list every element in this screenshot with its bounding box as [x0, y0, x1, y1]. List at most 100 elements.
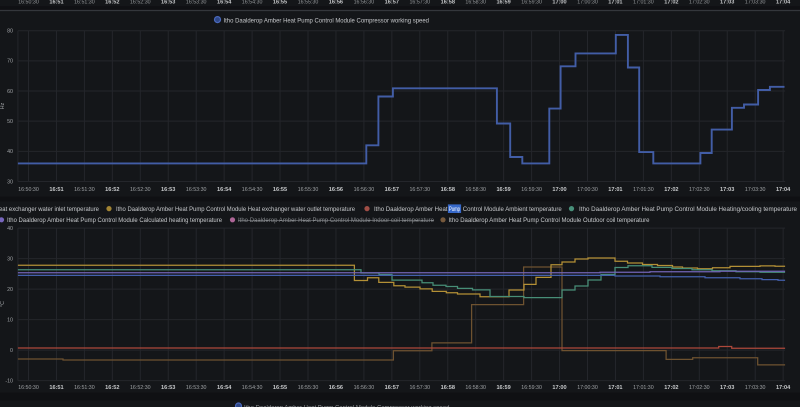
- svg-text:16:51:30: 16:51:30: [74, 385, 95, 391]
- svg-text:17:02:30: 17:02:30: [689, 385, 710, 391]
- svg-text:17:02:30: 17:02:30: [689, 0, 710, 5]
- svg-text:-10: -10: [5, 378, 13, 384]
- svg-text:16:56:30: 16:56:30: [354, 385, 375, 391]
- svg-text:Pump: Pump: [449, 207, 460, 213]
- svg-text:16:57: 16:57: [385, 187, 399, 193]
- svg-text:17:01: 17:01: [608, 385, 622, 391]
- svg-text:16:53: 16:53: [161, 385, 175, 391]
- svg-text:Itho Daalderop Amber Heat Pump: Itho Daalderop Amber Heat Pump Control M…: [116, 207, 356, 213]
- svg-text:16:53: 16:53: [161, 0, 175, 5]
- svg-text:16:55: 16:55: [273, 187, 287, 193]
- svg-text:17:02: 17:02: [664, 0, 678, 5]
- svg-text:16:52: 16:52: [105, 0, 119, 5]
- svg-text:17:04: 17:04: [776, 385, 791, 391]
- svg-text:16:54:30: 16:54:30: [242, 187, 263, 193]
- svg-text:10: 10: [7, 317, 13, 323]
- svg-text:16:53:30: 16:53:30: [186, 385, 207, 391]
- svg-text:17:04: 17:04: [776, 0, 791, 5]
- svg-text:16:58:30: 16:58:30: [465, 187, 486, 193]
- svg-text:16:52:30: 16:52:30: [130, 0, 151, 5]
- svg-text:16:52: 16:52: [105, 385, 119, 391]
- svg-text:Itho Daalderop Amber Heat Pump: Itho Daalderop Amber Heat Pump Control M…: [579, 207, 798, 213]
- svg-text:16:58: 16:58: [441, 187, 455, 193]
- svg-text:16:54: 16:54: [217, 187, 232, 193]
- svg-text:16:58:30: 16:58:30: [465, 385, 486, 391]
- svg-text:16:53:30: 16:53:30: [186, 0, 207, 5]
- svg-text:eat exchanger water inlet temp: eat exchanger water inlet temperature: [0, 207, 100, 213]
- svg-text:16:51: 16:51: [49, 187, 63, 193]
- svg-text:50: 50: [7, 119, 13, 125]
- svg-text:80: 80: [7, 29, 13, 35]
- svg-text:Itho Daalderop Amber Heat Pump: Itho Daalderop Amber Heat Pump Control M…: [449, 218, 651, 224]
- svg-text:16:56:30: 16:56:30: [354, 187, 375, 193]
- svg-text:16:59:30: 16:59:30: [521, 0, 542, 5]
- svg-text:16:54:30: 16:54:30: [242, 385, 263, 391]
- svg-text:Itho Daalderop Amber Heat Pump: Itho Daalderop Amber Heat Pump Control M…: [244, 406, 450, 407]
- svg-text:Itho Daalderop Amber Heat Pump: Itho Daalderop Amber Heat Pump Control M…: [224, 18, 430, 24]
- svg-text:16:59:30: 16:59:30: [521, 187, 542, 193]
- svg-text:16:50:30: 16:50:30: [18, 0, 39, 5]
- svg-text:16:50:30: 16:50:30: [18, 385, 39, 391]
- svg-text:16:52: 16:52: [105, 187, 119, 193]
- svg-text:17:03:30: 17:03:30: [745, 385, 766, 391]
- svg-text:40: 40: [7, 226, 13, 232]
- svg-text:40: 40: [7, 149, 13, 155]
- svg-text:17:03: 17:03: [720, 187, 734, 193]
- svg-text:16:52:30: 16:52:30: [130, 187, 151, 193]
- svg-text:17:01:30: 17:01:30: [633, 0, 654, 5]
- svg-text:17:00:30: 17:00:30: [577, 187, 598, 193]
- svg-text:16:51: 16:51: [49, 385, 63, 391]
- svg-text:17:03: 17:03: [720, 0, 734, 5]
- svg-text:60: 60: [7, 89, 13, 95]
- svg-text:16:56: 16:56: [329, 187, 343, 193]
- svg-text:16:56:30: 16:56:30: [354, 0, 375, 5]
- svg-text:Itho Daalderop Amber Heat Pump: Itho Daalderop Amber Heat Pump Control M…: [7, 218, 223, 224]
- svg-text:0: 0: [10, 348, 13, 354]
- svg-text:16:56: 16:56: [329, 0, 343, 5]
- svg-text:17:00:30: 17:00:30: [577, 385, 598, 391]
- svg-text:30: 30: [7, 256, 13, 262]
- svg-text:16:51: 16:51: [49, 0, 63, 5]
- svg-text:16:57:30: 16:57:30: [409, 187, 430, 193]
- svg-text:17:01:30: 17:01:30: [633, 385, 654, 391]
- svg-text:17:00: 17:00: [552, 187, 566, 193]
- svg-text:Itho Daalderop Amber Heat: Itho Daalderop Amber Heat: [374, 207, 448, 213]
- svg-text:17:01:30: 17:01:30: [633, 187, 654, 193]
- svg-text:16:50:30: 16:50:30: [18, 187, 39, 193]
- svg-text:16:59: 16:59: [496, 385, 510, 391]
- svg-text:17:00:30: 17:00:30: [577, 0, 598, 5]
- svg-text:16:55:30: 16:55:30: [298, 0, 319, 5]
- svg-text:16:58: 16:58: [441, 0, 455, 5]
- svg-text:16:59: 16:59: [496, 187, 510, 193]
- svg-text:17:03:30: 17:03:30: [745, 187, 766, 193]
- svg-text:17:01: 17:01: [608, 187, 622, 193]
- svg-text:17:00: 17:00: [552, 0, 566, 5]
- svg-text:16:52:30: 16:52:30: [130, 385, 151, 391]
- svg-text:°C: °C: [0, 301, 6, 307]
- svg-text:Hz: Hz: [0, 102, 6, 109]
- svg-text:16:57: 16:57: [385, 385, 399, 391]
- svg-text:Itho Daalderop Amber Heat Pump: Itho Daalderop Amber Heat Pump Control M…: [238, 218, 435, 224]
- svg-text:16:59: 16:59: [496, 0, 510, 5]
- svg-text:16:54: 16:54: [217, 0, 232, 5]
- svg-text:Control Module Ambient tempera: Control Module Ambient temperature: [463, 207, 563, 213]
- svg-text:17:04: 17:04: [776, 187, 791, 193]
- svg-text:16:58: 16:58: [441, 385, 455, 391]
- svg-text:30: 30: [7, 179, 13, 185]
- svg-text:17:00: 17:00: [552, 385, 566, 391]
- svg-text:16:57:30: 16:57:30: [409, 0, 430, 5]
- svg-text:16:53: 16:53: [161, 187, 175, 193]
- svg-text:20: 20: [7, 287, 13, 293]
- svg-text:16:54:30: 16:54:30: [242, 0, 263, 5]
- svg-text:16:53:30: 16:53:30: [186, 187, 207, 193]
- svg-text:16:51:30: 16:51:30: [74, 187, 95, 193]
- svg-text:16:55: 16:55: [273, 385, 287, 391]
- svg-text:17:02:30: 17:02:30: [689, 187, 710, 193]
- svg-text:16:57: 16:57: [385, 0, 399, 5]
- svg-text:16:55:30: 16:55:30: [298, 385, 319, 391]
- svg-text:16:54: 16:54: [217, 385, 232, 391]
- svg-text:70: 70: [7, 59, 13, 65]
- svg-text:16:56: 16:56: [329, 385, 343, 391]
- svg-text:16:59:30: 16:59:30: [521, 385, 542, 391]
- svg-text:16:58:30: 16:58:30: [465, 0, 486, 5]
